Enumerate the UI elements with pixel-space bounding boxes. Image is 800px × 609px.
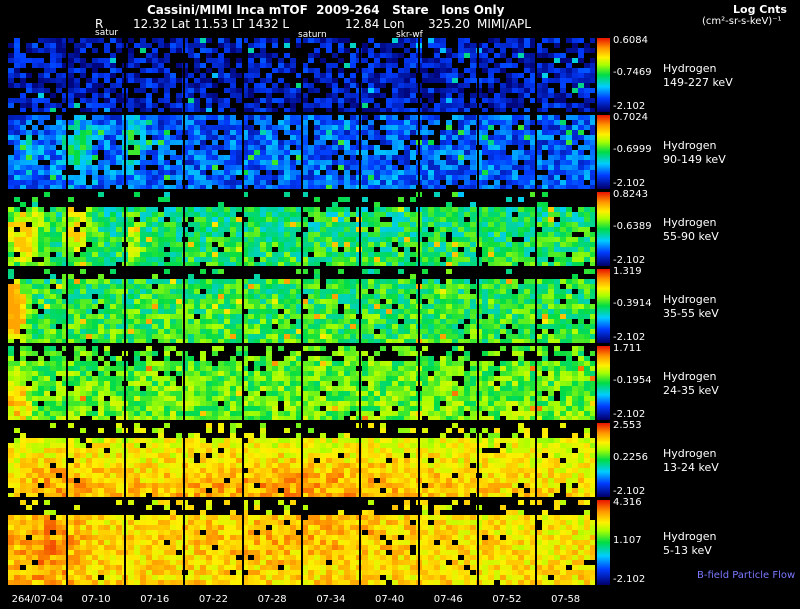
- event-annotation-1: satur: [95, 28, 119, 38]
- panel-species-label: Hydrogen: [663, 529, 717, 543]
- colorbar-title: Log Cnts: [733, 3, 787, 16]
- panel-label-3: Hydrogen 55-90 keV: [663, 216, 719, 244]
- panel-label-6: Hydrogen 13-24 keV: [663, 447, 719, 475]
- spectrogram-panel-3: [8, 192, 595, 266]
- event-annotation-3: skr-wf: [396, 30, 423, 40]
- time-tick-label-6: 07-34: [316, 594, 346, 605]
- colorbar-4: [597, 269, 610, 343]
- colorbar-3: [597, 192, 610, 266]
- panel-label-5: Hydrogen 24-35 keV: [663, 370, 719, 398]
- panel-energy-label: 90-149 keV: [663, 153, 726, 166]
- colorbar-mid-label-3: -0.6389: [613, 221, 652, 232]
- time-tick-label-4: 07-22: [198, 594, 228, 605]
- ephemeris-values: 12.32 Lat 11.53 LT 1432 L: [133, 17, 290, 31]
- colorbar-max-label-4: 1.319: [613, 266, 642, 277]
- spectrogram-panel-7: [8, 500, 595, 585]
- time-tick-label-3: 07-16: [140, 594, 170, 605]
- panel-energy-label: 55-90 keV: [663, 230, 719, 243]
- bfield-flow-label: B-field Particle Flow: [697, 570, 796, 581]
- colorbar-min-label-5: -2.102: [613, 409, 646, 420]
- colorbar-max-label-2: 0.7024: [613, 112, 648, 123]
- colorbar-min-label-2: -2.102: [613, 178, 646, 189]
- colorbar-max-label-7: 4.316: [613, 497, 642, 508]
- panel-energy-label: 5-13 keV: [663, 543, 712, 557]
- colorbar-min-label-4: -2.102: [613, 332, 646, 343]
- time-tick-label-9: 07-52: [492, 594, 522, 605]
- panel-label-2: Hydrogen 90-149 keV: [663, 139, 726, 167]
- panel-label-7: Hydrogen 5-13 keV: [663, 530, 717, 558]
- colorbar-mid-label-1: -0.7469: [613, 67, 652, 78]
- colorbar-mid-label-7: 1.107: [613, 534, 642, 546]
- panel-species-label: Hydrogen: [663, 370, 717, 383]
- panel-species-label: Hydrogen: [663, 216, 717, 229]
- time-tick-label-10: 07-58: [551, 594, 581, 605]
- panel-energy-label: 35-55 keV: [663, 307, 719, 320]
- ephemeris-r-label: R: [95, 17, 104, 31]
- colorbar-max-label-1: 0.6084: [613, 35, 648, 46]
- panel-energy-label: 24-35 keV: [663, 384, 719, 397]
- colorbar-max-label-5: 1.711: [613, 343, 642, 354]
- time-tick-label-1: 264/07-04: [11, 594, 64, 605]
- colorbar-max-label-3: 0.8243: [613, 189, 648, 200]
- time-tick-label-5: 07-28: [257, 594, 287, 605]
- colorbar-min-label-6: -2.102: [613, 486, 646, 497]
- colorbar-5: [597, 346, 610, 420]
- colorbar-1: [597, 38, 610, 112]
- colorbar-mid-label-6: 0.2256: [613, 452, 648, 463]
- panel-species-label: Hydrogen: [663, 293, 717, 306]
- instrument-credit: MIMI/APL: [477, 17, 531, 31]
- time-tick-label-7: 07-40: [375, 594, 405, 605]
- panel-label-1: Hydrogen 149-227 keV: [663, 62, 733, 90]
- colorbar-2: [597, 115, 610, 189]
- ephemeris-slon: 325.20: [428, 17, 470, 31]
- colorbar-6: [597, 423, 610, 497]
- panel-energy-label: 13-24 keV: [663, 461, 719, 474]
- time-tick-label-2: 07-10: [81, 594, 111, 605]
- panel-species-label: Hydrogen: [663, 139, 717, 152]
- colorbar-max-label-6: 2.553: [613, 420, 642, 431]
- panel-label-4: Hydrogen 35-55 keV: [663, 293, 719, 321]
- spectrogram-panel-2: [8, 115, 595, 189]
- colorbar-mid-label-2: -0.6999: [613, 144, 652, 155]
- spectrogram-panel-5: [8, 346, 595, 420]
- time-tick-label-8: 07-46: [433, 594, 463, 605]
- colorbar-min-label-3: -2.102: [613, 255, 646, 266]
- panel-species-label: Hydrogen: [663, 62, 717, 75]
- ephemeris-lon: 12.84 Lon: [345, 17, 405, 31]
- spectrogram-panel-4: [8, 269, 595, 343]
- colorbar-min-label-7: -2.102: [613, 574, 646, 585]
- colorbar-mid-label-4: -0.3914: [613, 298, 652, 309]
- panel-energy-label: 149-227 keV: [663, 76, 733, 89]
- colorbar-min-label-1: -2.102: [613, 101, 646, 112]
- spectrogram-panel-1: [8, 38, 595, 112]
- spectrogram-panel-6: [8, 423, 595, 497]
- colorbar-mid-label-5: -0.1954: [613, 375, 652, 386]
- colorbar-units: (cm²-sr-s-keV)⁻¹: [702, 16, 782, 27]
- page-title: Cassini/MIMI Inca mTOF 2009-264 Stare Io…: [147, 3, 505, 17]
- event-annotation-2: saturn: [298, 30, 327, 40]
- colorbar-7: [597, 500, 610, 585]
- panel-species-label: Hydrogen: [663, 447, 717, 460]
